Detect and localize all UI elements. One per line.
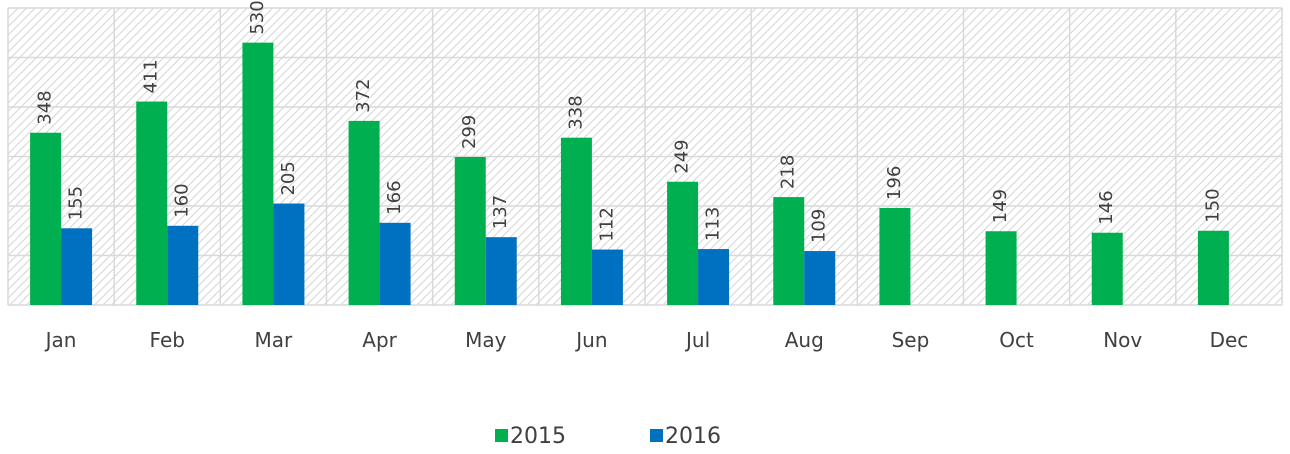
data-label: 530 (247, 0, 268, 34)
data-label: 113 (703, 207, 724, 241)
bar (667, 181, 699, 305)
bar (804, 251, 836, 305)
legend-label: 2016 (665, 424, 721, 449)
x-tick-label: Nov (1103, 328, 1142, 352)
legend-swatch (495, 429, 508, 442)
data-label: 372 (353, 79, 374, 113)
data-label: 205 (278, 161, 299, 195)
bar (61, 228, 93, 305)
bar (348, 120, 380, 305)
bar (379, 222, 411, 305)
data-label: 348 (35, 90, 56, 124)
bar (30, 132, 62, 305)
x-tick-label: Dec (1210, 328, 1249, 352)
bar (136, 101, 168, 306)
bar (560, 137, 592, 305)
bar (1091, 232, 1123, 305)
bar (698, 249, 730, 305)
x-tick-label: Jun (574, 328, 607, 352)
data-label: 149 (990, 189, 1011, 223)
x-tick-label: Aug (785, 328, 824, 352)
bar (985, 231, 1017, 305)
data-label: 218 (778, 155, 799, 189)
data-label: 166 (384, 180, 405, 214)
data-label: 411 (141, 59, 162, 93)
data-label: 196 (884, 166, 905, 200)
x-tick-label: May (465, 328, 507, 352)
bar (1197, 230, 1229, 305)
data-label: 137 (490, 195, 511, 229)
bar (773, 197, 805, 305)
data-label: 249 (672, 139, 693, 173)
data-label: 155 (66, 186, 87, 220)
data-label: 109 (809, 209, 830, 243)
x-tick-label: Jan (44, 328, 77, 352)
bar (242, 42, 274, 306)
bar (591, 249, 623, 305)
x-tick-label: Jul (684, 328, 710, 352)
legend-label: 2015 (510, 424, 566, 449)
bar (454, 156, 486, 305)
data-label: 299 (459, 115, 480, 149)
data-label: 338 (565, 95, 586, 129)
x-tick-label: Apr (362, 328, 397, 352)
legend-swatch (650, 429, 663, 442)
bar (879, 207, 911, 305)
bar (273, 203, 305, 305)
x-tick-label: Sep (892, 328, 930, 352)
x-tick-label: Oct (999, 328, 1034, 352)
x-tick-label: Feb (150, 328, 185, 352)
x-tick-label: Mar (255, 328, 294, 352)
bar (485, 237, 517, 305)
bar (167, 225, 199, 305)
data-label: 150 (1202, 188, 1223, 222)
data-label: 112 (596, 207, 617, 241)
data-label: 146 (1096, 190, 1117, 224)
data-label: 160 (172, 183, 193, 217)
